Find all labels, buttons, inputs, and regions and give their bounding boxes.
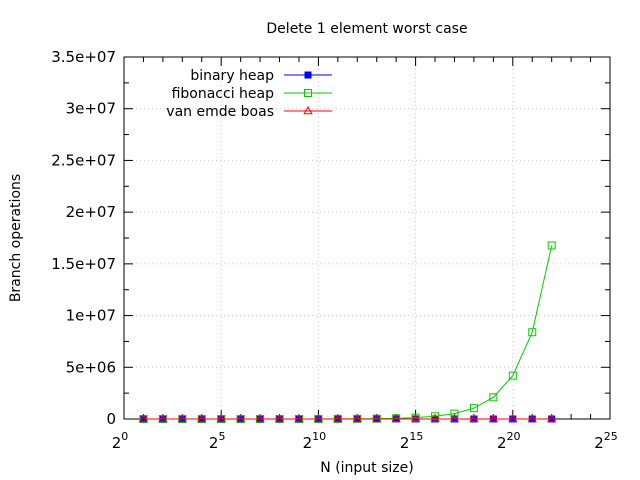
y-tick-label: 1.5e+07 [51,255,116,273]
x-tick-exponent: 15 [409,430,423,443]
x-tick-label: 215 [400,430,424,452]
data-point [216,413,226,423]
x-tick-label: 210 [303,430,327,452]
data-point [391,413,401,423]
data-point [508,371,517,380]
series-van-emde-boas [138,413,557,423]
data-point [304,89,312,97]
data-point [489,393,498,402]
data-point [488,413,499,423]
x-tick-exponent: 10 [312,430,326,443]
y-tick-label: 3.5e+07 [51,48,116,66]
grid [124,57,610,419]
data-point [469,404,478,413]
x-tick-exponent: 5 [218,430,225,443]
y-tick-label: 1e+07 [66,307,116,325]
data-point [304,71,312,79]
legend-entry: binary heap [190,68,332,84]
data-point [294,413,304,423]
data-point [333,413,343,423]
y-axis-label: Branch operations [8,174,24,302]
legend-label: fibonacci heap [172,86,275,102]
data-point [410,413,421,423]
y-tick-label: 0 [106,410,116,428]
data-point [313,413,324,423]
legend-label: van emde boas [166,104,274,120]
x-tick-exponent: 0 [121,430,128,443]
data-point [431,412,440,421]
ticks: 0 5e+06 1e+07 1.5e+07 2e+07 2.5e+07 3e+07 3.5e+… [51,48,618,452]
y-tick-label: 2.5e+07 [51,151,116,169]
data-point [430,413,440,423]
legend: binary heap fibonacci heap van emde boas [166,68,332,120]
data-point [255,413,265,423]
data-point [508,413,518,423]
data-point [469,413,479,423]
legend-entry: van emde boas [166,104,332,120]
data-point [274,413,285,423]
y-tick-label: 5e+06 [66,358,116,376]
series-line [143,245,553,420]
x-tick-label: 20 [112,430,129,452]
chart-title: Delete 1 element worst case [266,21,467,37]
data-point [235,413,246,423]
data-point [197,413,207,423]
data-point [138,413,149,423]
data-point [449,413,460,423]
x-tick-exponent: 25 [604,430,618,443]
data-point [528,328,537,337]
y-tick-label: 2e+07 [66,203,116,221]
x-tick-label: 25 [209,430,226,452]
data-point [527,413,537,423]
data-point [303,105,313,115]
data-point [372,413,382,423]
series-fibonacci-heap [139,241,556,423]
data-point [352,413,362,423]
data-point [547,413,557,423]
data-point [158,413,168,423]
x-tick-exponent: 20 [507,430,521,443]
y-tick-label: 3e+07 [66,100,116,118]
data-point [450,409,459,418]
legend-entry: fibonacci heap [172,86,332,102]
x-axis-label: N (input size) [320,460,413,476]
x-tick-label: 220 [497,430,521,452]
legend-label: binary heap [190,68,274,84]
data-point [177,413,187,423]
data-point [547,241,556,250]
series-group [138,241,557,423]
x-tick-label: 225 [594,430,618,452]
